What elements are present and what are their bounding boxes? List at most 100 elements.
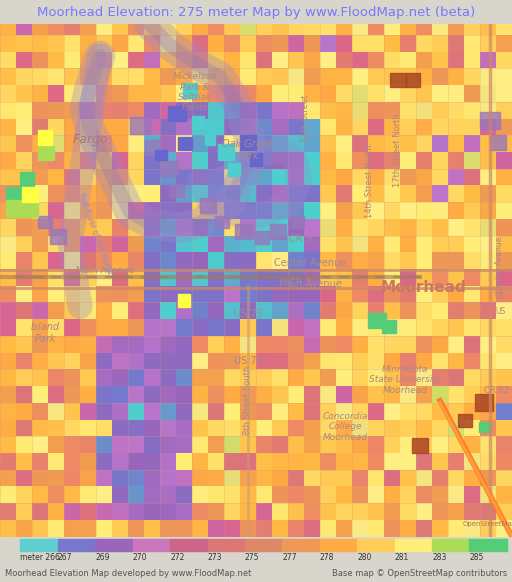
Bar bbox=[288, 35, 304, 52]
Bar bbox=[144, 152, 160, 169]
Bar bbox=[0, 269, 16, 286]
Bar bbox=[0, 319, 16, 336]
Bar bbox=[448, 52, 464, 68]
Bar bbox=[130, 118, 150, 134]
Bar bbox=[368, 436, 384, 453]
Bar bbox=[112, 436, 128, 453]
Bar bbox=[368, 487, 384, 503]
Bar bbox=[192, 236, 208, 253]
Bar bbox=[496, 186, 512, 202]
Text: Fargo: Fargo bbox=[72, 133, 108, 146]
Bar bbox=[208, 102, 224, 119]
Bar bbox=[0, 353, 16, 370]
Bar bbox=[432, 68, 448, 85]
Bar bbox=[96, 68, 112, 85]
Bar bbox=[208, 68, 224, 85]
Bar bbox=[416, 35, 432, 52]
Bar bbox=[16, 319, 32, 336]
Bar bbox=[256, 336, 272, 353]
Bar bbox=[192, 353, 208, 370]
Bar bbox=[432, 420, 448, 436]
Bar bbox=[496, 386, 512, 403]
Text: CR 3: CR 3 bbox=[289, 278, 311, 288]
Bar bbox=[224, 303, 240, 319]
Bar bbox=[16, 68, 32, 85]
Bar bbox=[240, 269, 256, 286]
Bar bbox=[224, 403, 240, 420]
Bar bbox=[144, 85, 160, 102]
Bar bbox=[200, 198, 216, 212]
Bar bbox=[96, 286, 112, 303]
Bar bbox=[480, 286, 496, 303]
Bar bbox=[96, 52, 112, 68]
Bar bbox=[272, 353, 288, 370]
Bar bbox=[96, 253, 112, 269]
Bar bbox=[288, 453, 304, 470]
Bar bbox=[0, 236, 16, 253]
Bar bbox=[16, 52, 32, 68]
Bar bbox=[32, 303, 48, 319]
Bar bbox=[50, 229, 66, 244]
Bar bbox=[80, 219, 96, 236]
Bar bbox=[240, 35, 256, 52]
Bar bbox=[64, 18, 80, 35]
Bar bbox=[448, 353, 464, 370]
Bar bbox=[368, 169, 384, 186]
Bar bbox=[416, 386, 432, 403]
Bar bbox=[416, 370, 432, 386]
Bar bbox=[235, 224, 253, 239]
Bar bbox=[272, 370, 288, 386]
Bar bbox=[32, 470, 48, 487]
Bar bbox=[208, 35, 224, 52]
Bar bbox=[192, 186, 208, 202]
Bar bbox=[448, 119, 464, 135]
Bar bbox=[16, 453, 32, 470]
Bar bbox=[480, 102, 496, 119]
Bar bbox=[256, 219, 272, 236]
Bar bbox=[416, 269, 432, 286]
Bar bbox=[336, 487, 352, 503]
Bar bbox=[412, 438, 428, 453]
Bar bbox=[475, 395, 493, 411]
Bar bbox=[304, 135, 320, 152]
Bar bbox=[270, 224, 286, 239]
Bar bbox=[128, 503, 144, 520]
Bar bbox=[400, 386, 416, 403]
Bar bbox=[288, 169, 304, 186]
Bar bbox=[208, 85, 224, 102]
Bar bbox=[112, 470, 128, 487]
Bar bbox=[128, 152, 144, 169]
Text: meter 266: meter 266 bbox=[20, 553, 60, 562]
Bar bbox=[176, 186, 192, 202]
Bar bbox=[304, 503, 320, 520]
Bar bbox=[256, 487, 272, 503]
Text: 273: 273 bbox=[207, 553, 222, 562]
Bar bbox=[272, 420, 288, 436]
Bar bbox=[80, 336, 96, 353]
Bar bbox=[400, 85, 416, 102]
Bar bbox=[176, 453, 192, 470]
Text: Moorhead Elevation: 275 meter Map by www.FloodMap.net (beta): Moorhead Elevation: 275 meter Map by www… bbox=[37, 6, 475, 19]
Bar bbox=[16, 253, 32, 269]
Bar bbox=[384, 68, 400, 85]
Bar bbox=[384, 52, 400, 68]
Bar bbox=[336, 470, 352, 487]
Bar bbox=[16, 503, 32, 520]
Bar bbox=[432, 52, 448, 68]
Bar bbox=[112, 253, 128, 269]
Bar bbox=[416, 303, 432, 319]
Bar bbox=[304, 35, 320, 52]
Bar bbox=[480, 403, 496, 420]
Bar bbox=[32, 487, 48, 503]
Bar bbox=[464, 436, 480, 453]
Bar bbox=[272, 135, 288, 152]
Bar bbox=[16, 169, 32, 186]
Bar bbox=[320, 219, 336, 236]
Bar bbox=[48, 202, 64, 219]
Bar bbox=[208, 269, 224, 286]
Bar bbox=[448, 436, 464, 453]
Bar bbox=[304, 269, 320, 286]
Bar bbox=[16, 353, 32, 370]
Bar bbox=[205, 134, 215, 145]
Bar bbox=[400, 119, 416, 135]
